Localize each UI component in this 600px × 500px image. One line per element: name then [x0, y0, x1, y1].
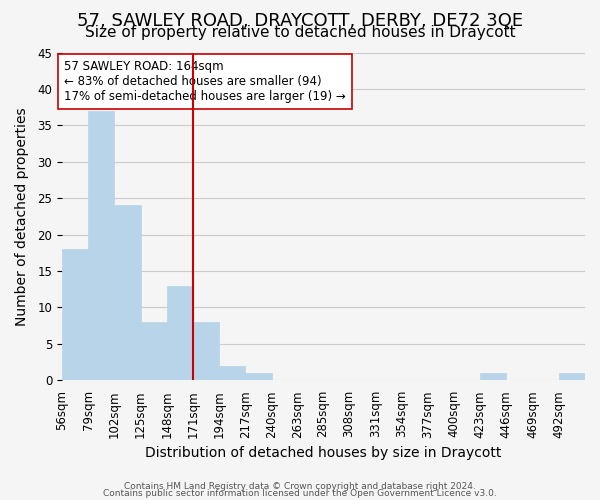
- Bar: [480, 373, 506, 380]
- Text: Contains HM Land Registry data © Crown copyright and database right 2024.: Contains HM Land Registry data © Crown c…: [124, 482, 476, 491]
- Bar: [245, 373, 272, 380]
- X-axis label: Distribution of detached houses by size in Draycott: Distribution of detached houses by size …: [145, 446, 502, 460]
- Text: Size of property relative to detached houses in Draycott: Size of property relative to detached ho…: [85, 25, 515, 40]
- Text: 57 SAWLEY ROAD: 164sqm
← 83% of detached houses are smaller (94)
17% of semi-det: 57 SAWLEY ROAD: 164sqm ← 83% of detached…: [64, 60, 346, 103]
- Y-axis label: Number of detached properties: Number of detached properties: [15, 107, 29, 326]
- Bar: [219, 366, 245, 380]
- Bar: [167, 286, 193, 380]
- Bar: [559, 373, 585, 380]
- Bar: [88, 111, 115, 380]
- Bar: [115, 206, 140, 380]
- Text: 57, SAWLEY ROAD, DRAYCOTT, DERBY, DE72 3QE: 57, SAWLEY ROAD, DRAYCOTT, DERBY, DE72 3…: [77, 12, 523, 30]
- Bar: [193, 322, 219, 380]
- Bar: [62, 249, 88, 380]
- Bar: [140, 322, 167, 380]
- Text: Contains public sector information licensed under the Open Government Licence v3: Contains public sector information licen…: [103, 488, 497, 498]
